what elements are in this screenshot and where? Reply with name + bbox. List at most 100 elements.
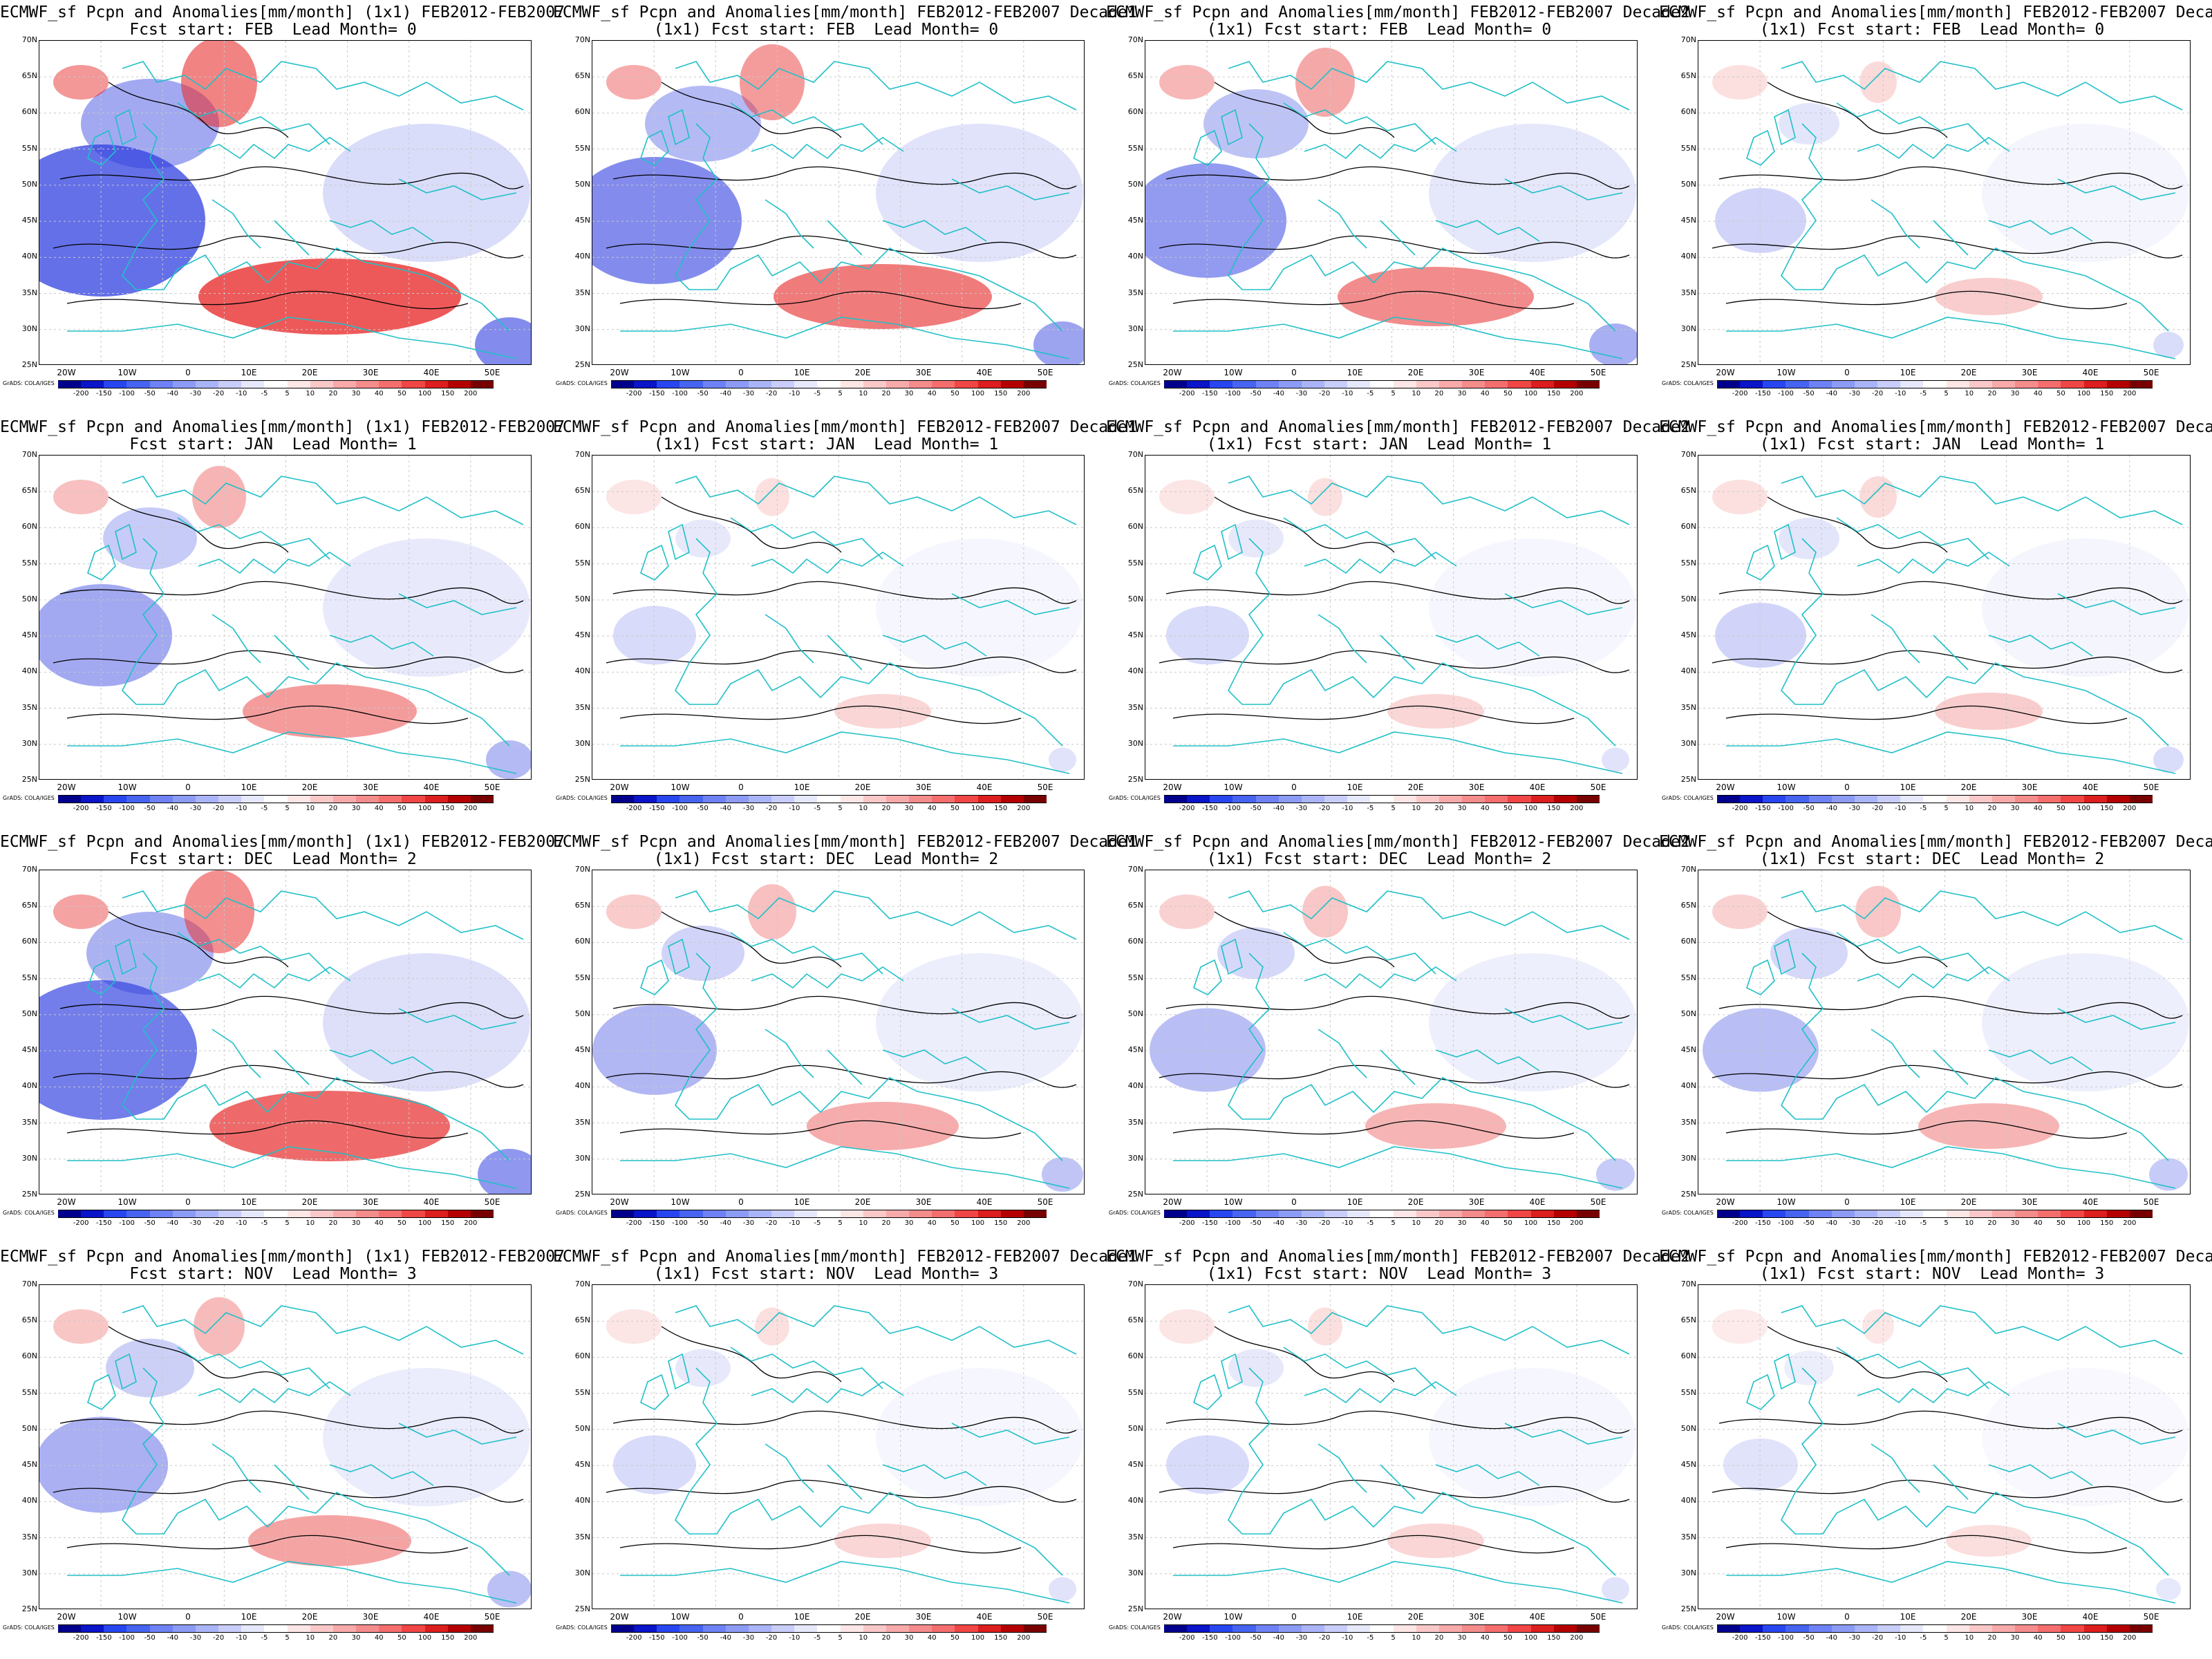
colorbar-label: 5	[1391, 1219, 1396, 1227]
lat-label: 60N	[21, 937, 37, 946]
anomaly-region	[1387, 694, 1484, 729]
lat-label: 35N	[21, 1532, 37, 1541]
colorbar-swatch	[1000, 380, 1024, 388]
panel-title: ECMWF_sf Pcpn and Anomalies[mm/month] FE…	[553, 833, 1137, 851]
anomaly-region	[2153, 332, 2184, 358]
anomaly-region	[755, 1307, 789, 1346]
lat-label: 35N	[21, 288, 37, 297]
colorbar-swatch	[1854, 795, 1878, 803]
colorbar-label: -20	[1318, 390, 1331, 397]
colorbar-swatch	[58, 795, 82, 803]
anomaly-region	[613, 1435, 696, 1494]
lat-label: 55N	[1680, 143, 1696, 153]
colorbar-swatch	[840, 1624, 864, 1633]
colorbar-swatch	[470, 380, 494, 388]
colorbar-swatch	[863, 1624, 887, 1633]
colorbar-swatch	[1969, 380, 1993, 388]
colorbar-swatch	[287, 1624, 311, 1633]
lat-label: 70N	[1680, 450, 1696, 459]
lat-label: 50N	[574, 1423, 590, 1433]
map-background	[1698, 456, 2190, 779]
colorbar-label: -200	[73, 390, 89, 397]
colorbar-swatch	[955, 795, 979, 803]
lat-label: 45N	[574, 216, 590, 225]
climatology-contour	[53, 911, 524, 1139]
lat-label: 65N	[21, 1315, 37, 1325]
lat-label: 65N	[574, 71, 590, 81]
colorbar-swatch	[1969, 1210, 1993, 1218]
lat-label: 60N	[1127, 522, 1143, 532]
anomaly-region	[248, 1515, 411, 1566]
lon-label: 50E	[2143, 1612, 2159, 1622]
lat-label: 25N	[1680, 360, 1696, 369]
anomaly-map	[39, 455, 532, 780]
colorbar-label: -20	[765, 1634, 778, 1642]
anomaly-region	[103, 507, 197, 570]
lon-label: 30E	[2021, 782, 2038, 792]
lon-label: 40E	[1529, 368, 1546, 377]
anomaly-region	[834, 694, 931, 729]
lat-label: 65N	[574, 901, 590, 910]
colorbar-swatch	[955, 1210, 979, 1218]
colorbar-label: -150	[1754, 1634, 1771, 1642]
colorbar-label: 150	[1547, 805, 1561, 812]
panel-subtitle: (1x1) Fcst start: DEC Lead Month= 2	[1206, 850, 1552, 868]
colorbar-swatch	[1301, 795, 1325, 803]
colorbar-swatch	[332, 380, 357, 388]
colorbar-swatch	[702, 380, 727, 388]
lat-label: 55N	[1127, 973, 1143, 982]
lat-label: 45N	[1680, 1460, 1696, 1470]
colorbar-label: 200	[1570, 805, 1584, 812]
coastline	[1173, 476, 1630, 774]
colorbar-swatch	[1785, 1210, 1810, 1218]
anomaly-region	[1308, 478, 1342, 516]
colorbar-swatch	[1255, 380, 1280, 388]
colorbar-swatch	[1763, 380, 1786, 388]
lon-label: 50E	[484, 1197, 500, 1207]
colorbar-swatch	[611, 1210, 635, 1218]
colorbar-swatch	[241, 380, 265, 388]
colorbar-swatch	[1187, 1210, 1210, 1218]
lon-label: 10W	[1777, 1197, 1796, 1207]
lat-label: 25N	[1680, 1190, 1696, 1199]
colorbar-label: -10	[236, 1219, 247, 1227]
colorbar-swatch	[81, 795, 104, 803]
colorbar-label: 30	[904, 805, 914, 812]
colorbar-swatch	[725, 795, 749, 803]
colorbar-label: -100	[1225, 390, 1241, 397]
anomaly-map	[592, 40, 1085, 365]
colorbar-swatch	[840, 380, 864, 388]
anomaly-region	[606, 480, 662, 514]
lat-label: 55N	[1127, 143, 1143, 153]
lon-label: 20E	[1960, 782, 1977, 792]
colorbar-label: -10	[236, 805, 247, 812]
anomaly-region	[755, 478, 789, 516]
colorbar-swatch	[1210, 380, 1233, 388]
map-panel: ECMWF_sf Pcpn and Anomalies[mm/month] (1…	[0, 830, 565, 1241]
colorbar-swatch	[2083, 1210, 2108, 1218]
colorbar-label: 150	[441, 390, 455, 397]
lon-label: 20W	[610, 368, 629, 377]
colorbar-label: 10	[306, 1634, 315, 1642]
colorbar-label: -100	[1778, 805, 1794, 812]
anomaly-region	[740, 44, 805, 120]
lat-label: 55N	[574, 558, 590, 568]
lat-label: 40N	[21, 666, 37, 676]
colorbar-swatch	[817, 795, 841, 803]
colorbar-swatch	[885, 795, 910, 803]
lat-label: 45N	[1127, 1460, 1143, 1470]
lat-label: 25N	[1127, 1604, 1143, 1613]
coastline	[67, 61, 524, 359]
anomaly-region	[1862, 1309, 1894, 1344]
colorbar-swatch	[2061, 1624, 2085, 1633]
colorbar-label: 50	[2056, 805, 2065, 812]
colorbar	[1717, 795, 2153, 803]
lon-label: 10E	[241, 782, 257, 792]
colorbar-swatch	[218, 795, 242, 803]
lat-label: 40N	[574, 1496, 590, 1506]
lat-label: 65N	[1127, 486, 1143, 496]
lat-label: 70N	[574, 865, 590, 874]
panel-title: ECMWF_sf Pcpn and Anomalies[mm/month] FE…	[553, 3, 1137, 21]
colorbar-swatch	[1900, 795, 1924, 803]
colorbar-swatch	[1763, 1624, 1786, 1633]
